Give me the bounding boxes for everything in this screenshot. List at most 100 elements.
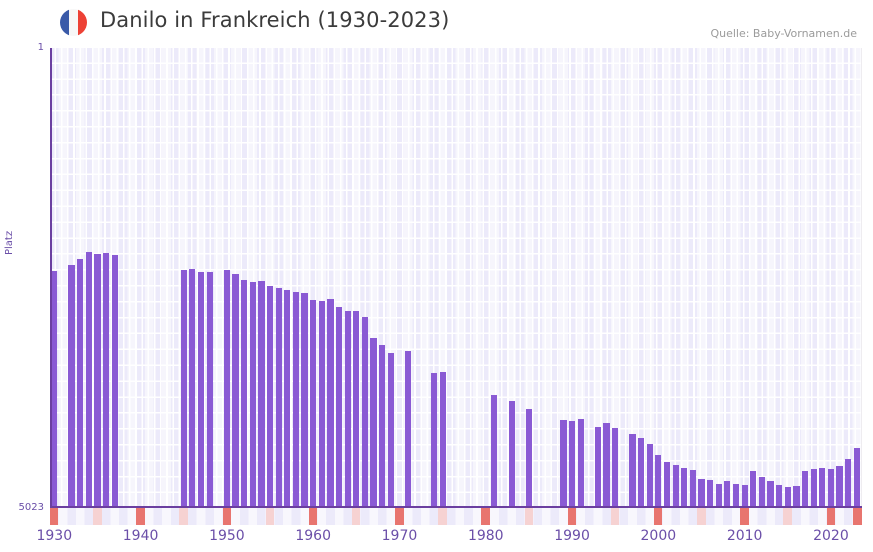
x-tick-major [308,508,318,525]
bar[interactable] [318,301,325,507]
x-tick-minor [179,508,188,525]
chart-header: Danilo in Frankreich (1930-2023) Quelle:… [0,0,873,44]
x-axis-tick-label: 2010 [726,528,763,544]
bar[interactable] [491,395,498,507]
x-tick-major [481,508,490,525]
y-axis-line [50,48,52,507]
bar[interactable] [732,484,740,507]
bar[interactable] [353,311,360,507]
x-tick-minor [610,508,620,525]
x-axis-tick-label: 1990 [554,528,590,544]
bar[interactable] [776,485,783,507]
bar[interactable] [663,462,671,507]
bar[interactable] [689,470,696,507]
bar[interactable] [793,486,800,507]
bar[interactable] [741,485,748,507]
bar[interactable] [292,292,300,507]
bar[interactable] [301,293,308,507]
bar[interactable] [560,420,567,507]
bar[interactable] [102,253,110,507]
bar[interactable] [758,477,765,507]
bar[interactable] [94,254,101,507]
bar[interactable] [603,423,610,507]
bar[interactable] [801,471,809,507]
bar[interactable] [568,421,576,507]
bar[interactable] [241,280,248,507]
bar[interactable] [707,480,714,507]
bar[interactable] [111,255,118,507]
bar[interactable] [85,252,92,507]
bar[interactable] [77,259,84,507]
x-tick-minor [265,508,275,525]
bar[interactable] [439,372,446,507]
bar[interactable] [784,487,791,507]
bar[interactable] [672,465,679,507]
x-axis-tick-label: 1970 [381,528,418,544]
bar[interactable] [189,269,196,507]
x-axis-tick-strip [50,508,862,525]
y-axis-tick-top: 1 [37,42,44,53]
bar[interactable] [629,434,636,507]
bar[interactable] [836,466,843,507]
bar[interactable] [525,409,532,507]
bar[interactable] [387,353,394,507]
bar[interactable] [327,299,334,507]
bar[interactable] [430,373,438,507]
bar[interactable] [577,419,584,507]
x-tick-minor [524,508,534,525]
bar[interactable] [853,448,860,507]
bar[interactable] [750,471,757,507]
bar[interactable] [249,282,256,507]
bar[interactable] [68,265,75,507]
bar[interactable] [379,345,386,507]
bar[interactable] [197,272,205,507]
x-tick-major [395,508,404,525]
bar[interactable] [646,444,653,507]
x-tick-major [136,508,145,525]
x-axis-tick-label: 1940 [122,528,159,544]
bar[interactable] [810,469,817,507]
bar[interactable] [612,428,619,507]
bar[interactable] [724,481,731,507]
x-tick-major [740,508,749,525]
x-tick-minor [438,508,447,525]
bar[interactable] [819,468,826,507]
x-tick-end [853,508,862,525]
bar[interactable] [370,338,377,507]
x-axis-tick-label: 1980 [467,528,504,544]
bar[interactable] [180,270,187,507]
bar[interactable] [232,274,239,507]
x-axis-tick-label: 1950 [209,528,245,544]
bar[interactable] [284,290,291,507]
bar[interactable] [310,300,317,507]
bar[interactable] [698,479,705,507]
bar[interactable] [258,281,265,507]
bar[interactable] [335,307,343,507]
x-tick-major [222,508,232,525]
bar[interactable] [508,401,515,507]
bar[interactable] [275,288,282,507]
bar[interactable] [715,484,722,507]
bar[interactable] [767,481,774,507]
x-tick-minor [352,508,361,525]
bar[interactable] [845,459,852,507]
bar[interactable] [405,351,412,507]
bar[interactable] [223,270,230,507]
bar[interactable] [655,455,662,507]
bar[interactable] [681,468,688,507]
bar[interactable] [266,286,274,507]
bar[interactable] [637,438,645,507]
bar[interactable] [827,469,835,507]
plot-area [50,48,862,507]
x-tick-minor [93,508,102,525]
y-axis-tick-bottom: 5023 [18,502,44,513]
bar[interactable] [361,317,369,507]
page-title: Danilo in Frankreich (1930-2023) [100,8,450,32]
bar[interactable] [206,272,213,507]
bar[interactable] [344,311,351,507]
x-axis-tick-label: 1960 [295,528,332,544]
bar[interactable] [51,271,58,507]
bar[interactable] [594,427,602,507]
x-tick-major [826,508,836,525]
